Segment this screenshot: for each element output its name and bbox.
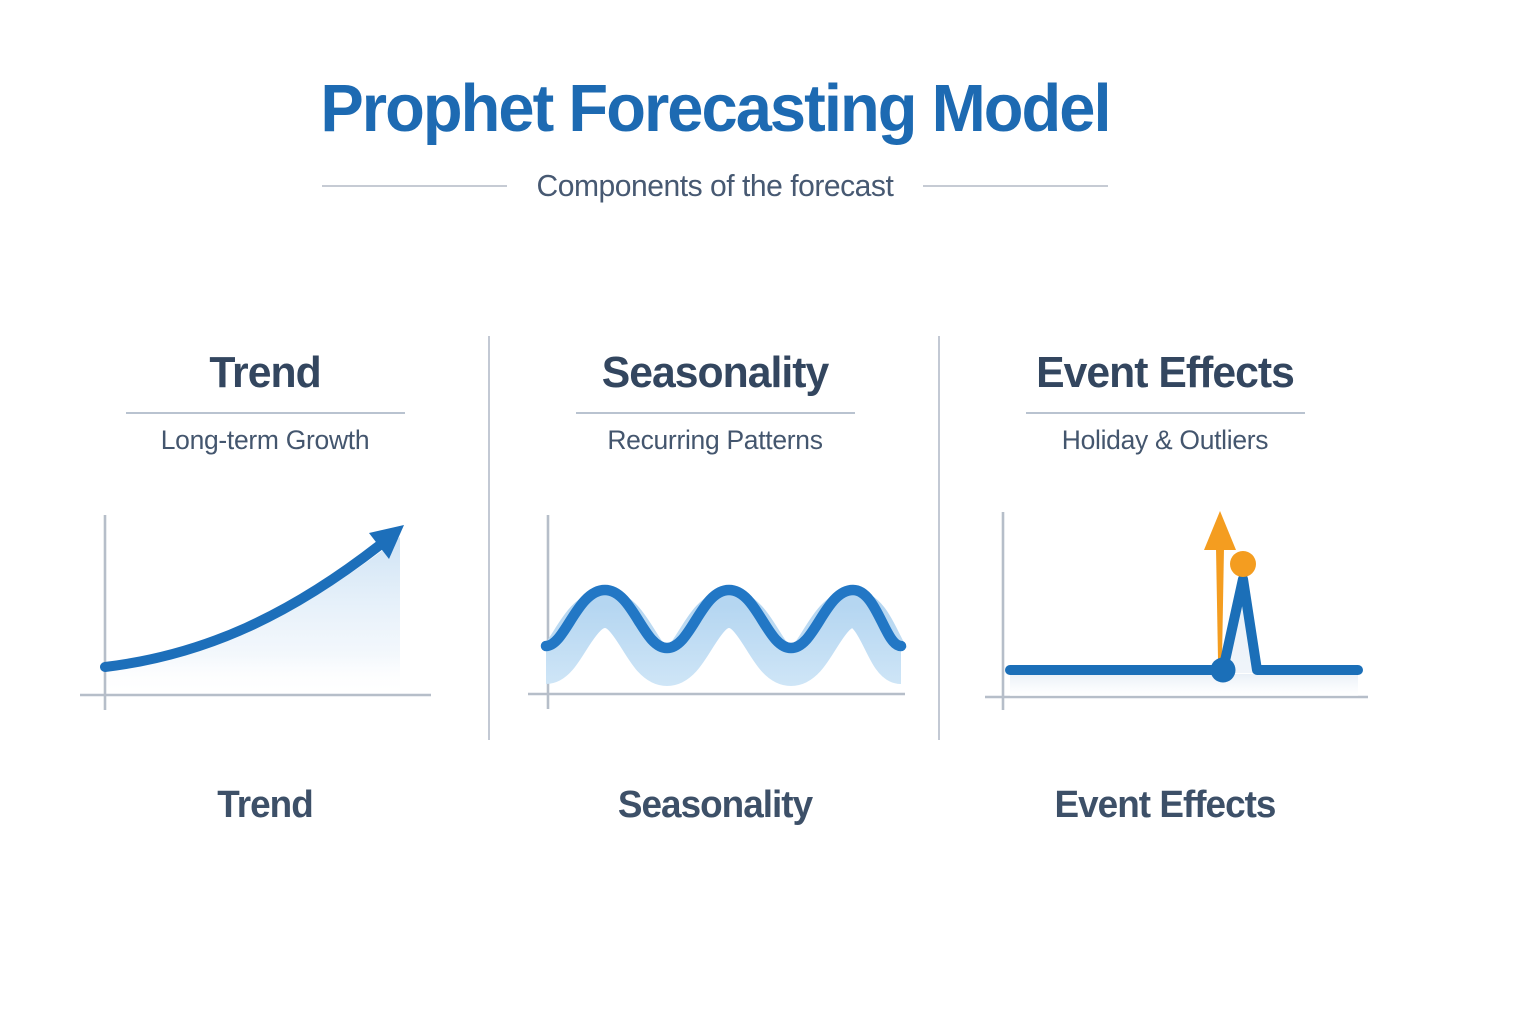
trend-chart (40, 497, 490, 732)
trend-area-fill (105, 536, 400, 695)
panel-caption: Seasonality (617, 783, 813, 826)
panel-title: Event Effects (1036, 348, 1295, 398)
panel-caption: Trend (217, 783, 313, 826)
subtitle-left-rule (322, 185, 508, 188)
panel-subtitle: Recurring Patterns (607, 424, 823, 455)
seasonality-wave (540, 584, 907, 653)
panel-event-effects: Event Effects Holiday & Outliers (940, 350, 1390, 826)
page-subtitle: Components of the forecast (536, 168, 894, 204)
trend-arrowhead-icon (369, 524, 404, 559)
panel-title-rule (1025, 411, 1305, 414)
event-effects-chart (940, 497, 1390, 732)
event-series-line (1005, 573, 1363, 675)
seasonality-chart (490, 497, 940, 732)
event-effects-chart-graphic (985, 510, 1368, 710)
panel-title: Trend (209, 348, 321, 398)
panel-title: Seasonality (601, 348, 830, 398)
trend-curve (100, 539, 385, 672)
wave-band-fill (539, 589, 910, 686)
page: Prophet Forecasting Model Components of … (40, 0, 1390, 827)
components-row: Trend Long-term Growth (40, 336, 1390, 826)
event-base-dot (1210, 657, 1236, 683)
panel-title-rule (125, 411, 405, 414)
panel-seasonality: Seasonality Recurring Patterns (490, 350, 940, 826)
seasonality-chart-graphic (528, 514, 910, 709)
page-title: Prophet Forecasting Model (320, 71, 1111, 146)
subtitle-row: Components of the forecast (40, 168, 1390, 204)
panel-subtitle: Holiday & Outliers (1061, 424, 1269, 455)
trend-chart-graphic (80, 514, 431, 710)
subtitle-right-rule (922, 185, 1108, 188)
event-arrow-icon (1204, 510, 1236, 550)
panel-trend: Trend Long-term Growth (40, 350, 490, 826)
baseline-underfill (1010, 673, 1358, 696)
panel-subtitle: Long-term Growth (160, 424, 370, 455)
panel-divider (938, 336, 940, 741)
panel-caption: Event Effects (1054, 783, 1277, 826)
event-peak-dot (1230, 550, 1256, 577)
panel-divider (488, 336, 490, 741)
panel-title-rule (575, 411, 855, 414)
event-arrow-shaft (1216, 547, 1224, 659)
